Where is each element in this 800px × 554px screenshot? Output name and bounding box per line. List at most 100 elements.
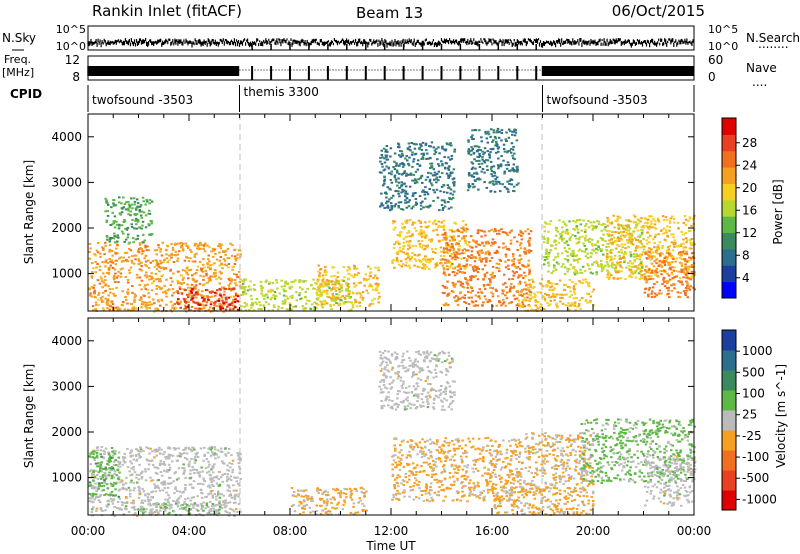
heatmap-cell bbox=[637, 255, 640, 257]
heatmap-cell bbox=[630, 271, 633, 274]
heatmap-cell bbox=[476, 250, 479, 253]
heatmap-cell bbox=[120, 224, 124, 227]
heatmap-cell bbox=[495, 249, 499, 252]
heatmap-cell bbox=[508, 231, 512, 234]
heatmap-cell bbox=[465, 230, 468, 233]
heatmap-cell bbox=[250, 298, 253, 301]
heatmap-cell bbox=[141, 220, 145, 223]
heatmap-cell bbox=[627, 220, 631, 223]
heatmap-cell bbox=[263, 294, 266, 297]
heatmap-cell bbox=[170, 504, 173, 506]
heatmap-cell bbox=[654, 250, 658, 253]
heatmap-cell bbox=[237, 495, 240, 498]
heatmap-cell bbox=[185, 452, 189, 455]
heatmap-cell bbox=[653, 223, 657, 226]
heatmap-cell bbox=[404, 201, 407, 204]
heatmap-cell bbox=[446, 268, 449, 271]
heatmap-cell bbox=[508, 288, 512, 291]
heatmap-cell bbox=[154, 309, 157, 312]
heatmap-cell bbox=[480, 170, 483, 173]
heatmap-cell bbox=[398, 164, 401, 167]
heatmap-cell bbox=[621, 257, 625, 259]
heatmap-cell bbox=[148, 202, 151, 205]
heatmap-cell bbox=[208, 280, 211, 283]
heatmap-cell bbox=[252, 309, 255, 312]
heatmap-cell bbox=[219, 503, 223, 506]
heatmap-cell bbox=[512, 185, 516, 188]
heatmap-cell bbox=[407, 201, 410, 203]
heatmap-cell bbox=[408, 246, 412, 249]
heatmap-cell bbox=[137, 219, 140, 222]
heatmap-cell bbox=[647, 288, 651, 291]
heatmap-cell bbox=[118, 223, 121, 226]
heatmap-cell bbox=[489, 286, 492, 289]
heatmap-cell bbox=[524, 265, 528, 268]
heatmap-cell bbox=[99, 255, 102, 258]
heatmap-cell bbox=[248, 309, 251, 312]
heatmap-cell bbox=[89, 463, 93, 466]
heatmap-cell bbox=[683, 252, 686, 255]
heatmap-cell bbox=[479, 149, 482, 152]
heatmap-cell bbox=[117, 236, 120, 239]
heatmap-cell bbox=[505, 297, 509, 300]
heatmap-cell bbox=[405, 261, 408, 264]
heatmap-cell bbox=[393, 220, 397, 223]
heatmap-cell bbox=[334, 282, 338, 284]
heatmap-cell bbox=[209, 478, 212, 481]
heatmap-cell bbox=[590, 224, 593, 227]
heatmap-cell bbox=[239, 510, 242, 513]
heatmap-cell bbox=[148, 452, 151, 455]
heatmap-cell bbox=[512, 285, 516, 288]
heatmap-cell bbox=[455, 230, 458, 233]
heatmap-cell bbox=[158, 446, 161, 449]
heatmap-cell bbox=[122, 206, 125, 209]
heatmap-cell bbox=[170, 242, 173, 245]
heatmap-cell bbox=[347, 290, 351, 293]
heatmap-cell bbox=[414, 179, 418, 182]
heatmap-cell bbox=[434, 251, 437, 254]
heatmap-cell bbox=[119, 481, 122, 484]
heatmap-cell bbox=[639, 262, 642, 265]
heatmap-cell bbox=[411, 234, 414, 237]
heatmap-cell bbox=[129, 214, 132, 217]
heatmap-cell bbox=[94, 482, 97, 485]
heatmap-cell bbox=[348, 297, 351, 299]
heatmap-cell bbox=[407, 230, 411, 232]
heatmap-cell bbox=[140, 269, 144, 272]
heatmap-cell bbox=[183, 259, 187, 262]
heatmap-cell bbox=[591, 290, 594, 293]
heatmap-cell bbox=[455, 243, 458, 246]
heatmap-cell bbox=[188, 460, 192, 463]
heatmap-cell bbox=[196, 451, 199, 454]
heatmap-cell bbox=[469, 264, 472, 267]
heatmap-cell bbox=[126, 302, 129, 305]
heatmap-cell bbox=[219, 288, 222, 291]
heatmap-cell bbox=[395, 258, 399, 261]
heatmap-cell bbox=[195, 469, 199, 471]
heatmap-cell bbox=[491, 141, 494, 143]
heatmap-cell bbox=[337, 293, 340, 296]
heatmap-cell bbox=[140, 216, 143, 219]
heatmap-cell bbox=[214, 512, 218, 515]
heatmap-cell bbox=[203, 480, 206, 483]
heatmap-cell bbox=[93, 253, 96, 256]
heatmap-cell bbox=[116, 243, 119, 246]
heatmap-cell bbox=[576, 219, 579, 222]
heatmap-cell bbox=[578, 258, 581, 260]
heatmap-cell bbox=[498, 182, 502, 185]
heatmap-cell bbox=[614, 266, 618, 269]
heatmap-cell bbox=[605, 258, 609, 260]
heatmap-cell bbox=[291, 297, 294, 299]
heatmap-cell bbox=[109, 492, 112, 495]
heatmap-cell bbox=[516, 169, 519, 172]
heatmap-cell bbox=[442, 266, 446, 269]
heatmap-cell bbox=[240, 287, 243, 289]
heatmap-cell bbox=[146, 288, 150, 291]
heatmap-cell bbox=[631, 273, 634, 276]
heatmap-cell bbox=[225, 264, 228, 267]
heatmap-cell bbox=[593, 221, 596, 224]
heatmap-cell bbox=[462, 264, 465, 267]
heatmap-cell bbox=[103, 453, 106, 456]
heatmap-cell bbox=[105, 219, 109, 222]
heatmap-cell bbox=[234, 501, 237, 504]
